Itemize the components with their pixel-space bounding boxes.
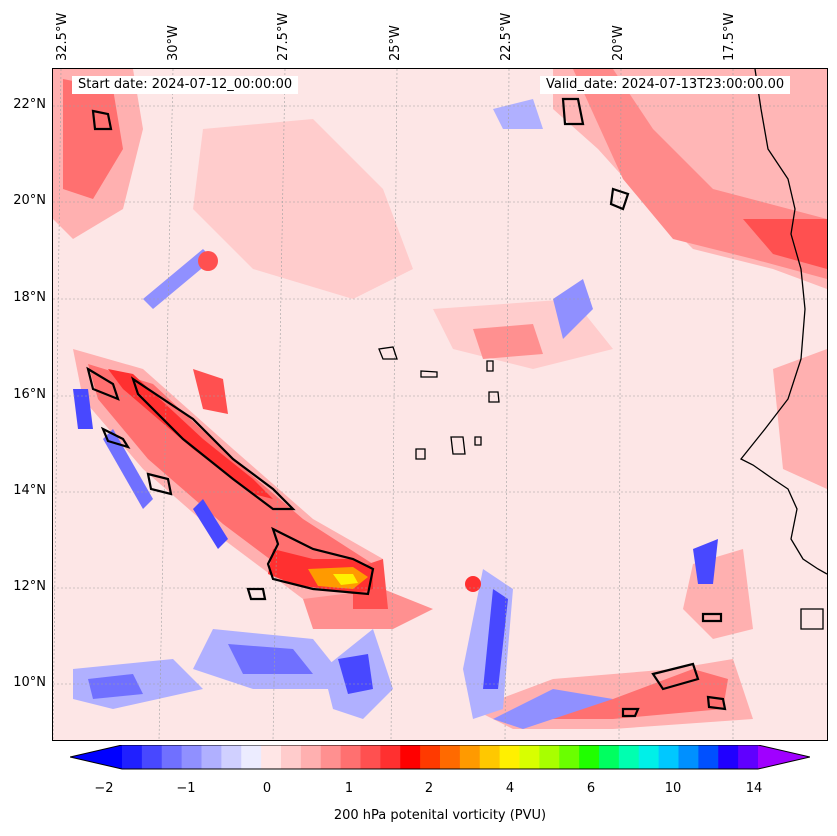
colorbar-segment bbox=[122, 745, 143, 769]
lon-label-17-5w: 17.5°W bbox=[722, 12, 737, 61]
colorbar-segment bbox=[559, 745, 580, 769]
pv-2-contours bbox=[86, 97, 727, 718]
colorbar-segment bbox=[479, 745, 501, 769]
colorbar-tick-10: 10 bbox=[664, 781, 682, 796]
colorbar-segment bbox=[440, 745, 461, 769]
lat-label-16n: 16°N bbox=[13, 387, 46, 402]
colorbar-label: 200 hPa potenital vorticity (PVU) bbox=[333, 808, 547, 823]
lat-label-14n: 14°N bbox=[13, 483, 46, 498]
colorbar-segment bbox=[221, 745, 242, 769]
colorbar-segment bbox=[141, 745, 163, 769]
lat-label-12n: 12°N bbox=[13, 579, 46, 594]
colorbar-segment bbox=[420, 745, 441, 769]
lat-label-22n: 22°N bbox=[13, 97, 46, 112]
colorbar-segment bbox=[539, 745, 560, 769]
colorbar-segment bbox=[638, 745, 660, 769]
lon-label-32-5w: 32.5°W bbox=[55, 12, 70, 61]
colorbar-tick-neg1: −1 bbox=[176, 781, 196, 796]
potential-vorticity-map bbox=[53, 69, 827, 740]
lon-label-25w: 25°W bbox=[388, 25, 403, 61]
colorbar-segment bbox=[261, 745, 282, 769]
colorbar-tick-2: 2 bbox=[424, 781, 434, 796]
colorbar-segment bbox=[698, 745, 719, 769]
colorbar-segment bbox=[400, 745, 421, 769]
colorbar-segment bbox=[281, 745, 302, 769]
valid-date-label: Valid_date: 2024-07-13T23:00:00.00 bbox=[540, 76, 791, 94]
graticule bbox=[53, 69, 827, 740]
colorbar-segment bbox=[718, 745, 739, 769]
colorbar-segment bbox=[618, 745, 640, 769]
colorbar-tick-0: 0 bbox=[262, 781, 272, 796]
colorbar-outline bbox=[70, 745, 810, 770]
colorbar bbox=[70, 745, 810, 770]
colorbar-segment bbox=[300, 745, 322, 769]
colorbar-segment bbox=[340, 745, 361, 769]
lon-label-27-5w: 27.5°W bbox=[276, 12, 291, 61]
colorbar-tick-4: 4 bbox=[505, 781, 515, 796]
colorbar-tick-1: 1 bbox=[344, 781, 354, 796]
colorbar-segment bbox=[678, 745, 699, 769]
colorbar-segment bbox=[599, 745, 620, 769]
colorbar-segment bbox=[380, 745, 401, 769]
colorbar-segment bbox=[161, 745, 183, 769]
colorbar-segment bbox=[320, 745, 342, 769]
coastlines bbox=[378, 69, 827, 630]
colorbar-segment bbox=[658, 745, 679, 769]
colorbar-segment bbox=[360, 745, 381, 769]
lat-label-20n: 20°N bbox=[13, 193, 46, 208]
colorbar-segment bbox=[738, 745, 759, 769]
colorbar-segment bbox=[181, 745, 202, 769]
colorbar-tick-14: 14 bbox=[745, 781, 763, 796]
map-panel bbox=[52, 68, 828, 741]
colorbar-segment bbox=[499, 745, 520, 769]
start-date-label: Start date: 2024-07-12_00:00:00 bbox=[72, 76, 299, 94]
colorbar-extend-min bbox=[70, 745, 122, 769]
colorbar-segment bbox=[241, 745, 262, 769]
colorbar-tick-6: 6 bbox=[586, 781, 596, 796]
colorbar-extend-max bbox=[758, 745, 810, 769]
pv-field-layer bbox=[53, 69, 827, 729]
lat-label-10n: 10°N bbox=[13, 675, 46, 690]
colorbar-segment bbox=[201, 745, 222, 769]
colorbar-segment bbox=[579, 745, 600, 769]
lat-label-18n: 18°N bbox=[13, 290, 46, 305]
lon-label-20w: 20°W bbox=[611, 25, 626, 61]
colorbar-segment bbox=[459, 745, 481, 769]
colorbar-tick-neg2: −2 bbox=[94, 781, 114, 796]
lon-label-22-5w: 22.5°W bbox=[499, 12, 514, 61]
colorbar-segment bbox=[519, 745, 540, 769]
lon-label-30w: 30°W bbox=[166, 25, 181, 61]
